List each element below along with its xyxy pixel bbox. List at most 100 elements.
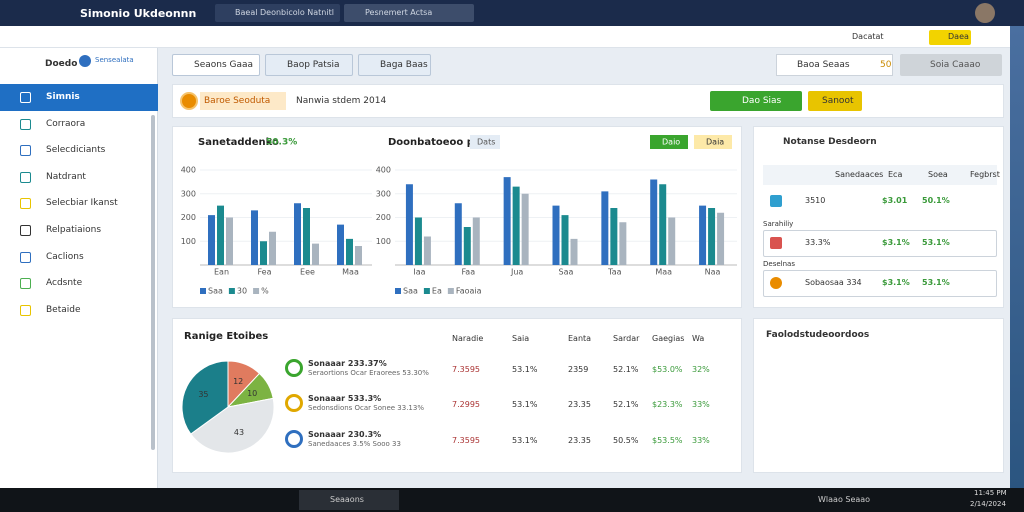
nav-icon xyxy=(20,278,31,290)
row-desc: Sanedaaces 3.5% Sooo 33 xyxy=(308,440,401,448)
side-header: Fegbrst xyxy=(970,170,1000,179)
nav-item[interactable]: Acdsnte xyxy=(46,278,83,289)
nav-icon xyxy=(20,198,31,210)
table-header: Wa xyxy=(692,334,705,343)
table-cell: 53.1% xyxy=(512,400,538,409)
side-row-name: 33.3% xyxy=(805,238,831,247)
primary-btn[interactable] xyxy=(710,91,802,111)
side-panel xyxy=(753,126,1004,308)
nav-item[interactable]: Relpatiaions xyxy=(46,225,102,235)
row-desc: Seraortions Ocar Eraorees 53.30% xyxy=(308,369,429,377)
row-icon xyxy=(285,430,303,448)
filter-badge: 50 xyxy=(880,60,892,70)
window-title: Simonio Ukdeonnn xyxy=(80,7,197,20)
row-name: Sonaaar 233.37% xyxy=(308,359,387,368)
desktop-edge xyxy=(1010,26,1024,488)
table-header: Naradie xyxy=(452,334,484,343)
nav-item[interactable]: Natdrant xyxy=(46,171,86,182)
side-row-label: Deselnas xyxy=(763,260,795,268)
table-cell: 52.1% xyxy=(613,365,639,374)
table-cell: 23.35 xyxy=(568,400,591,409)
address-text: Baeal Deonbicolo Natnitl xyxy=(235,8,334,17)
brand: Doedo xyxy=(45,59,78,69)
row-desc: Sedonsdions Ocar Sonee 33.13% xyxy=(308,404,424,412)
search-box[interactable] xyxy=(299,490,399,510)
brand-tag: Sensealata xyxy=(95,56,134,64)
side-header: Eca xyxy=(888,170,903,179)
address-bar[interactable] xyxy=(215,4,340,22)
side-cell: $3.1% xyxy=(882,278,910,287)
table-cell: 23.35 xyxy=(568,436,591,445)
taskbar-search: Seaaons xyxy=(330,495,364,504)
banner xyxy=(172,84,1004,118)
table-cell: 7.3595 xyxy=(452,365,480,374)
row-name: Sonaaar 533.3% xyxy=(308,394,382,403)
nav-icon xyxy=(20,171,31,183)
side-row-box[interactable] xyxy=(763,270,997,297)
side-cell: 53.1% xyxy=(922,238,950,247)
export-btn[interactable] xyxy=(900,54,1002,76)
nav-item[interactable]: Simnis xyxy=(46,92,80,102)
table-cell: 33% xyxy=(692,436,710,445)
account-sub: Dacatat xyxy=(852,32,884,41)
nav-item[interactable]: Corraora xyxy=(46,118,86,129)
export-label: Soia Caaao xyxy=(930,60,981,70)
tab-button[interactable] xyxy=(358,54,431,76)
table-cell: 32% xyxy=(692,365,710,374)
nav-item[interactable]: Caclions xyxy=(46,251,84,262)
nav-icon xyxy=(20,225,31,236)
banner-title-bg xyxy=(200,92,286,110)
tab-button[interactable] xyxy=(265,54,353,76)
side-panel-2 xyxy=(753,318,1004,473)
table-header: Sardar xyxy=(613,334,640,343)
side-row-box[interactable] xyxy=(763,230,997,257)
banner-icon xyxy=(180,92,198,110)
side-header: Sanedaaces xyxy=(835,170,884,179)
filter-btn[interactable] xyxy=(776,54,893,76)
nav-item[interactable]: Betaide xyxy=(46,304,81,315)
table-cell: 7.2995 xyxy=(452,400,480,409)
tab-label: Baga Baas xyxy=(380,60,428,70)
table-cell: 53.1% xyxy=(512,365,538,374)
title-bar xyxy=(0,0,1024,26)
nav-active[interactable] xyxy=(0,84,158,111)
chart-panel xyxy=(172,126,742,308)
side-row-icon xyxy=(770,195,782,207)
nav-icon xyxy=(20,118,31,130)
table-header: Saia xyxy=(512,334,530,343)
side-row-icon xyxy=(770,277,782,289)
side-row-label: Sarahiliy xyxy=(763,220,794,228)
nav-icon xyxy=(20,145,31,157)
banner-title: Baroe Seoduta xyxy=(204,96,271,106)
nav-icon xyxy=(20,304,31,316)
table-cell: 50.5% xyxy=(613,436,639,445)
secondary-label: Sanoot xyxy=(822,96,854,106)
nav-icon xyxy=(20,251,31,263)
side-head-bg xyxy=(763,165,997,185)
secondary-btn[interactable] xyxy=(808,91,862,111)
side-cell: $3.01 xyxy=(882,196,908,205)
tab-button[interactable] xyxy=(172,54,260,76)
table-header: Eanta xyxy=(568,334,592,343)
side-cell: $3.1% xyxy=(882,238,910,247)
table-cell: 2359 xyxy=(568,365,589,374)
account-btn[interactable] xyxy=(929,30,971,45)
side-row-icon xyxy=(770,237,782,249)
side-cell: 50.1% xyxy=(922,196,950,205)
nav-item[interactable]: Selecdiciants xyxy=(46,145,106,156)
tray-date: 2/14/2024 xyxy=(970,500,1006,508)
nav-icon xyxy=(20,92,31,103)
avatar xyxy=(975,3,995,23)
table-cell: 52.1% xyxy=(613,400,639,409)
search-text: Pesnemert Actsa xyxy=(365,8,433,17)
table-cell: 33% xyxy=(692,400,710,409)
search-bar[interactable] xyxy=(344,4,474,22)
nav-item[interactable]: Selecbiar Ikanst xyxy=(46,198,118,209)
table-header: Gaegias xyxy=(652,334,685,343)
app-toolbar xyxy=(0,26,1010,48)
row-name: Sonaaar 230.3% xyxy=(308,430,382,439)
tab-label: Baop Patsia xyxy=(287,60,340,70)
tab-label: Seaons Gaaa xyxy=(194,60,254,70)
filter-label: Baoa Seaas xyxy=(797,60,850,70)
